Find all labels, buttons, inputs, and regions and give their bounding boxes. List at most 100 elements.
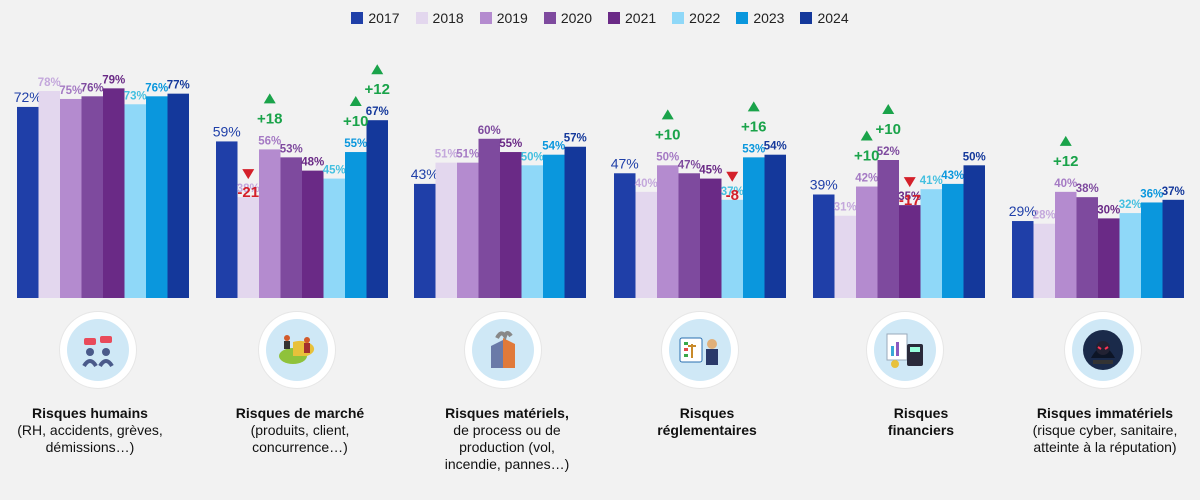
data-label: 38% [237,183,260,195]
data-label: 76% [145,82,168,94]
legend-item-2022: 2022 [672,10,720,26]
legend-swatch [543,12,556,24]
legend-item-2018: 2018 [415,10,464,26]
bar-2021-cat2 [500,152,522,298]
legend-item-2017: 2017 [351,10,400,26]
bar-2019-cat0 [60,98,82,298]
change-value: +10 [876,121,901,138]
category-label: Risques réglementaires [647,405,767,439]
change-annotation: +12 [365,64,390,98]
bar-2021-cat4 [899,205,921,298]
change-annotation: +18 [257,93,282,127]
hacker-icon [1065,312,1141,388]
legend-swatch [672,12,685,24]
bar-2018-cat1 [237,197,259,298]
bar-2019-cat3 [657,165,679,298]
legend-label: 2021 [625,10,657,26]
change-value: +12 [1053,153,1078,170]
bar-2019-cat4 [856,186,878,298]
bar-2019-cat1 [259,149,281,298]
arrow-down-icon [903,177,916,188]
bar-2017-cat2 [414,183,436,298]
legal-scale-icon [662,312,738,388]
change-value: +16 [741,118,766,135]
data-label: 55% [344,138,367,150]
bar-2023-cat2 [543,154,565,298]
bar-2020-cat0 [81,96,103,298]
bar-2024-cat3 [764,154,786,298]
data-label: 40% [635,178,658,190]
change-value: +10 [854,148,879,165]
legend-label: 2022 [689,10,721,26]
change-annotation: -17 [899,177,921,209]
bar-2020-cat4 [877,160,899,298]
data-label: 54% [764,141,787,153]
data-label: 59% [213,123,241,139]
legend-swatch [479,12,492,24]
bar-2021-cat3 [700,178,722,298]
legend-item-2021: 2021 [608,10,656,26]
data-label: 50% [963,151,986,163]
data-label: 43% [941,170,964,182]
bar-2021-cat1 [302,170,324,298]
category-title: Risques de marché [235,405,365,421]
legend: 2017 2018 2019 2020 2021 2022 2023 2024 [0,10,1200,26]
data-label: 45% [699,165,722,177]
bar-2020-cat5 [1076,197,1098,298]
legend-item-2020: 2020 [543,10,592,26]
data-label: 72% [14,89,42,105]
change-annotation: +10 [876,104,901,138]
category-title: Risques matériels, [445,405,569,421]
data-label: 50% [656,151,679,163]
legend-swatch [351,12,364,24]
data-label: 30% [1097,204,1120,216]
arrow-up-icon [371,64,384,75]
data-label: 39% [810,177,838,193]
bar-2024-cat4 [963,165,985,298]
change-value: +10 [655,126,680,143]
data-label: 53% [742,143,765,155]
category-subtitle: (produits, client, concurrence…) [250,422,350,455]
bar-2023-cat1 [345,152,367,298]
legend-item-2023: 2023 [736,10,784,26]
bar-2017-cat0 [17,106,39,299]
data-label: 28% [1033,210,1056,222]
bar-2022-cat2 [521,165,543,298]
market-pie-icon [259,312,335,388]
category-title: Risques immatériels [1036,405,1174,421]
data-label: 37% [721,186,744,198]
data-label: 38% [1076,183,1099,195]
category-label: Risques humains (RH, accidents, grèves, d… [5,405,175,456]
data-label: 78% [38,77,61,89]
legend-item-2019: 2019 [479,10,528,26]
arrow-down-icon [726,171,739,182]
bar-2023-cat3 [743,157,765,298]
bar-2017-cat1 [216,141,238,298]
data-label: 57% [564,133,587,145]
bar-2023-cat5 [1141,202,1163,298]
change-annotation: +10 [854,130,879,165]
data-label: 45% [323,165,346,177]
arrow-up-icon [860,130,873,141]
change-value: +18 [257,110,282,127]
category-title: Risques financiers [887,405,955,438]
data-label: 73% [124,90,147,102]
change-annotation: -8 [726,171,739,204]
change-value: -17 [899,192,921,209]
bar-2018-cat4 [834,215,856,298]
bar-2018-cat3 [635,191,657,298]
change-annotation: +12 [1053,135,1078,170]
change-value: -8 [726,187,739,204]
data-label: 51% [456,149,479,161]
calculator-finance-icon [867,312,943,388]
data-label: 60% [478,125,501,137]
bar-2017-cat5 [1012,221,1034,298]
bar-2024-cat2 [564,146,586,298]
arrow-up-icon [1059,135,1072,146]
building-fire-icon [465,312,541,388]
bar-2021-cat5 [1098,218,1120,298]
bar-2017-cat3 [614,173,636,298]
bar-2019-cat2 [457,162,479,298]
data-label: 75% [59,85,82,97]
